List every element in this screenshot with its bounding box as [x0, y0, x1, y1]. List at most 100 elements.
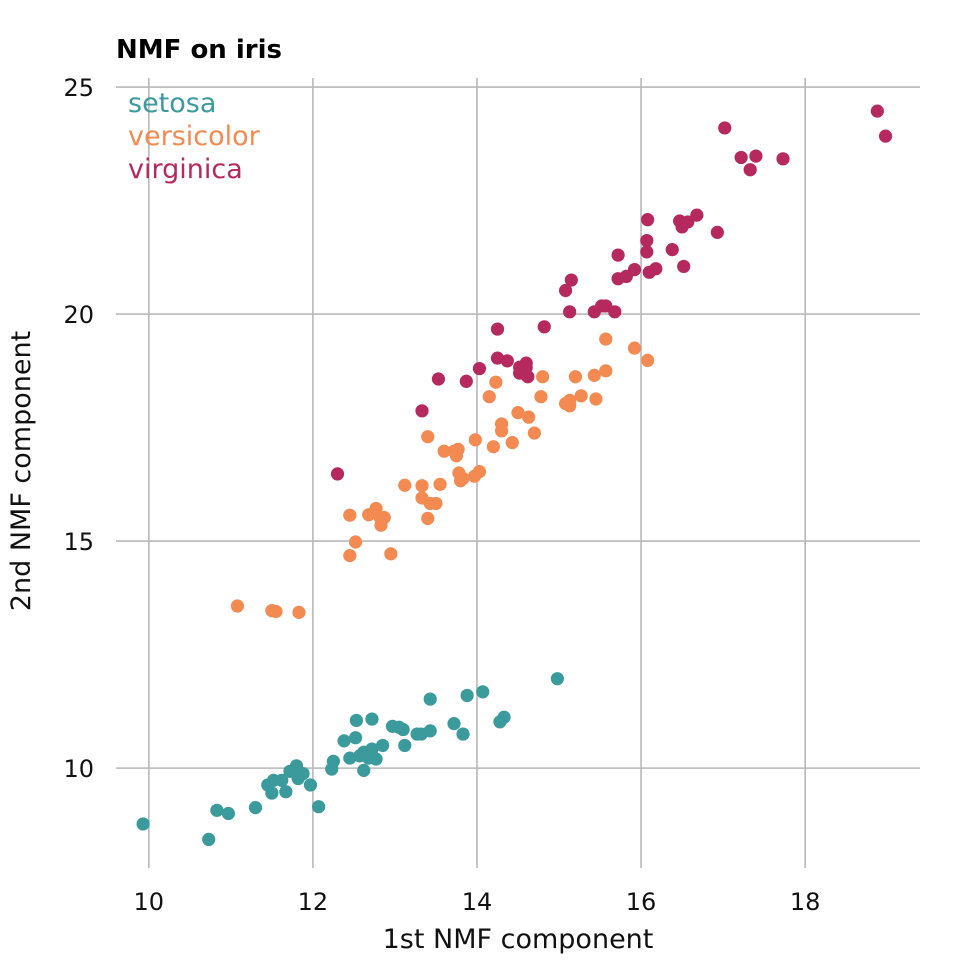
versicolor-point	[486, 440, 500, 454]
virginica-point	[718, 121, 732, 135]
setosa-point	[221, 806, 235, 821]
setosa-point	[210, 803, 224, 817]
versicolor-point	[489, 375, 503, 389]
versicolor-point	[343, 549, 357, 563]
versicolor-point	[451, 442, 465, 456]
setosa-point	[303, 778, 318, 792]
x-tick-label: 14	[462, 888, 493, 916]
setosa-point	[423, 692, 437, 706]
setosa-point	[265, 786, 279, 800]
virginica-point	[415, 404, 429, 418]
versicolor-point	[599, 364, 613, 378]
versicolor-point	[568, 370, 583, 384]
setosa-point	[423, 724, 437, 738]
virginica-point	[608, 305, 622, 319]
y-tick-label: 10	[63, 755, 94, 783]
virginica-point	[459, 374, 473, 388]
setosa-point	[275, 773, 289, 787]
virginica-point	[749, 149, 763, 163]
versicolor-point	[384, 547, 398, 561]
versicolor-point	[482, 390, 496, 404]
setosa-point	[460, 688, 474, 703]
legend-item-virginica: virginica	[128, 154, 243, 185]
versicolor-point	[429, 496, 443, 511]
versicolor-point	[563, 399, 577, 413]
y-axis-label: 2nd NMF component	[6, 331, 37, 611]
versicolor-point	[398, 478, 412, 492]
y-tick-label: 20	[63, 301, 94, 329]
virginica-point	[490, 322, 505, 336]
setosa-point	[349, 713, 363, 728]
versicolor-point	[505, 435, 519, 450]
virginica-point	[640, 233, 654, 248]
legend-item-versicolor: versicolor	[128, 121, 261, 152]
versicolor-point	[511, 406, 525, 420]
virginica-point	[710, 225, 724, 239]
grid	[116, 78, 920, 868]
virginica-point	[563, 305, 577, 319]
virginica-point	[472, 361, 487, 376]
virginica-point	[431, 372, 446, 386]
virginica-point	[640, 245, 654, 259]
x-axis-label: 1st NMF component	[383, 924, 654, 955]
virginica-point	[641, 213, 655, 227]
virginica-point	[519, 361, 533, 375]
virginica-point	[665, 243, 679, 257]
axes: 10 12 14 16 18 10 15 20 25	[63, 74, 820, 916]
setosa-point	[202, 832, 216, 846]
versicolor-point	[589, 392, 603, 406]
x-tick-label: 18	[790, 888, 821, 916]
versicolor-point	[230, 599, 245, 613]
versicolor-point	[587, 368, 601, 382]
versicolor-point	[468, 433, 482, 447]
setosa-point	[248, 801, 263, 815]
setosa-point	[369, 752, 383, 766]
versicolor-point	[472, 465, 487, 479]
versicolor-point	[343, 508, 357, 522]
versicolor-point	[627, 341, 642, 355]
versicolor-point	[522, 410, 536, 424]
virginica-point	[677, 259, 691, 274]
versicolor-point	[348, 535, 363, 549]
virginica-point	[870, 104, 884, 118]
versicolor-point	[269, 604, 283, 619]
versicolor-point	[494, 424, 509, 438]
setosa-point	[337, 734, 351, 748]
virginica-point	[564, 273, 578, 287]
setosa-point	[136, 817, 150, 831]
versicolor-point	[574, 389, 588, 403]
virginica-point	[734, 150, 748, 165]
virginica-point	[743, 163, 757, 177]
versicolor-point	[527, 426, 542, 440]
virginica-point	[649, 262, 663, 276]
versicolor-point	[641, 353, 655, 368]
versicolor-point	[377, 510, 391, 525]
virginica-point	[500, 354, 514, 368]
versicolor-point	[536, 370, 550, 384]
chart-title: NMF on iris	[116, 35, 282, 65]
setosa-point	[550, 672, 564, 686]
versicolor-point	[599, 332, 613, 346]
setosa-point	[476, 685, 490, 699]
setosa-point	[357, 763, 371, 777]
versicolor-point	[415, 479, 429, 493]
data-points	[136, 104, 893, 846]
versicolor-point	[421, 511, 435, 526]
versicolor-point	[534, 390, 548, 404]
y-tick-label: 15	[63, 528, 94, 556]
setosa-point	[296, 766, 310, 781]
x-tick-label: 12	[298, 888, 329, 916]
virginica-point	[690, 208, 704, 222]
setosa-point	[497, 710, 511, 724]
setosa-point	[396, 722, 410, 737]
setosa-point	[365, 712, 379, 726]
y-tick-label: 25	[63, 74, 94, 102]
setosa-point	[312, 800, 326, 814]
setosa-point	[398, 738, 412, 753]
setosa-point	[365, 742, 379, 756]
x-tick-label: 16	[626, 888, 657, 916]
versicolor-point	[437, 444, 451, 458]
setosa-point	[456, 727, 470, 741]
